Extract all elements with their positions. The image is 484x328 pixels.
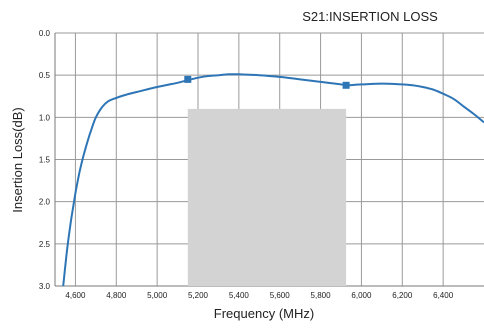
y-axis-label: Insertion Loss(dB) [10, 107, 25, 213]
data-marker [342, 81, 350, 89]
y-tick-label: 0.5 [39, 71, 51, 80]
plot-area: 0.0 0.5 1.0 1.5 2.0 2.5 3.0 4,600 4,800 5,000 5,20… [39, 29, 484, 300]
x-tick-label: 6,000 [351, 291, 372, 300]
series-line [62, 73, 484, 287]
x-tick-label: 5,600 [270, 291, 291, 300]
x-tick-label: 6,400 [433, 291, 454, 300]
y-tick-label: 2.0 [39, 198, 51, 207]
x-tick-label: 5,000 [147, 291, 168, 300]
y-tick-label: 1.5 [39, 156, 51, 165]
x-tick-label: 4,800 [106, 291, 127, 300]
x-tick-label: 5,200 [188, 291, 209, 300]
y-tick-label: 1.0 [39, 113, 51, 122]
x-tick-label: 5,400 [229, 291, 250, 300]
x-axis-label: Frequency (MHz) [214, 306, 314, 321]
shaded-region [187, 108, 347, 287]
chart-title: S21:INSERTION LOSS [302, 9, 438, 24]
y-tick-label: 2.5 [39, 240, 51, 249]
x-tick-label: 4,600 [65, 291, 86, 300]
x-tick-label: 5,800 [311, 291, 332, 300]
x-tick-label: 6,200 [392, 291, 413, 300]
y-tick-label: 0.0 [39, 29, 51, 38]
y-tick-label: 3.0 [39, 282, 51, 291]
data-marker [184, 75, 192, 83]
